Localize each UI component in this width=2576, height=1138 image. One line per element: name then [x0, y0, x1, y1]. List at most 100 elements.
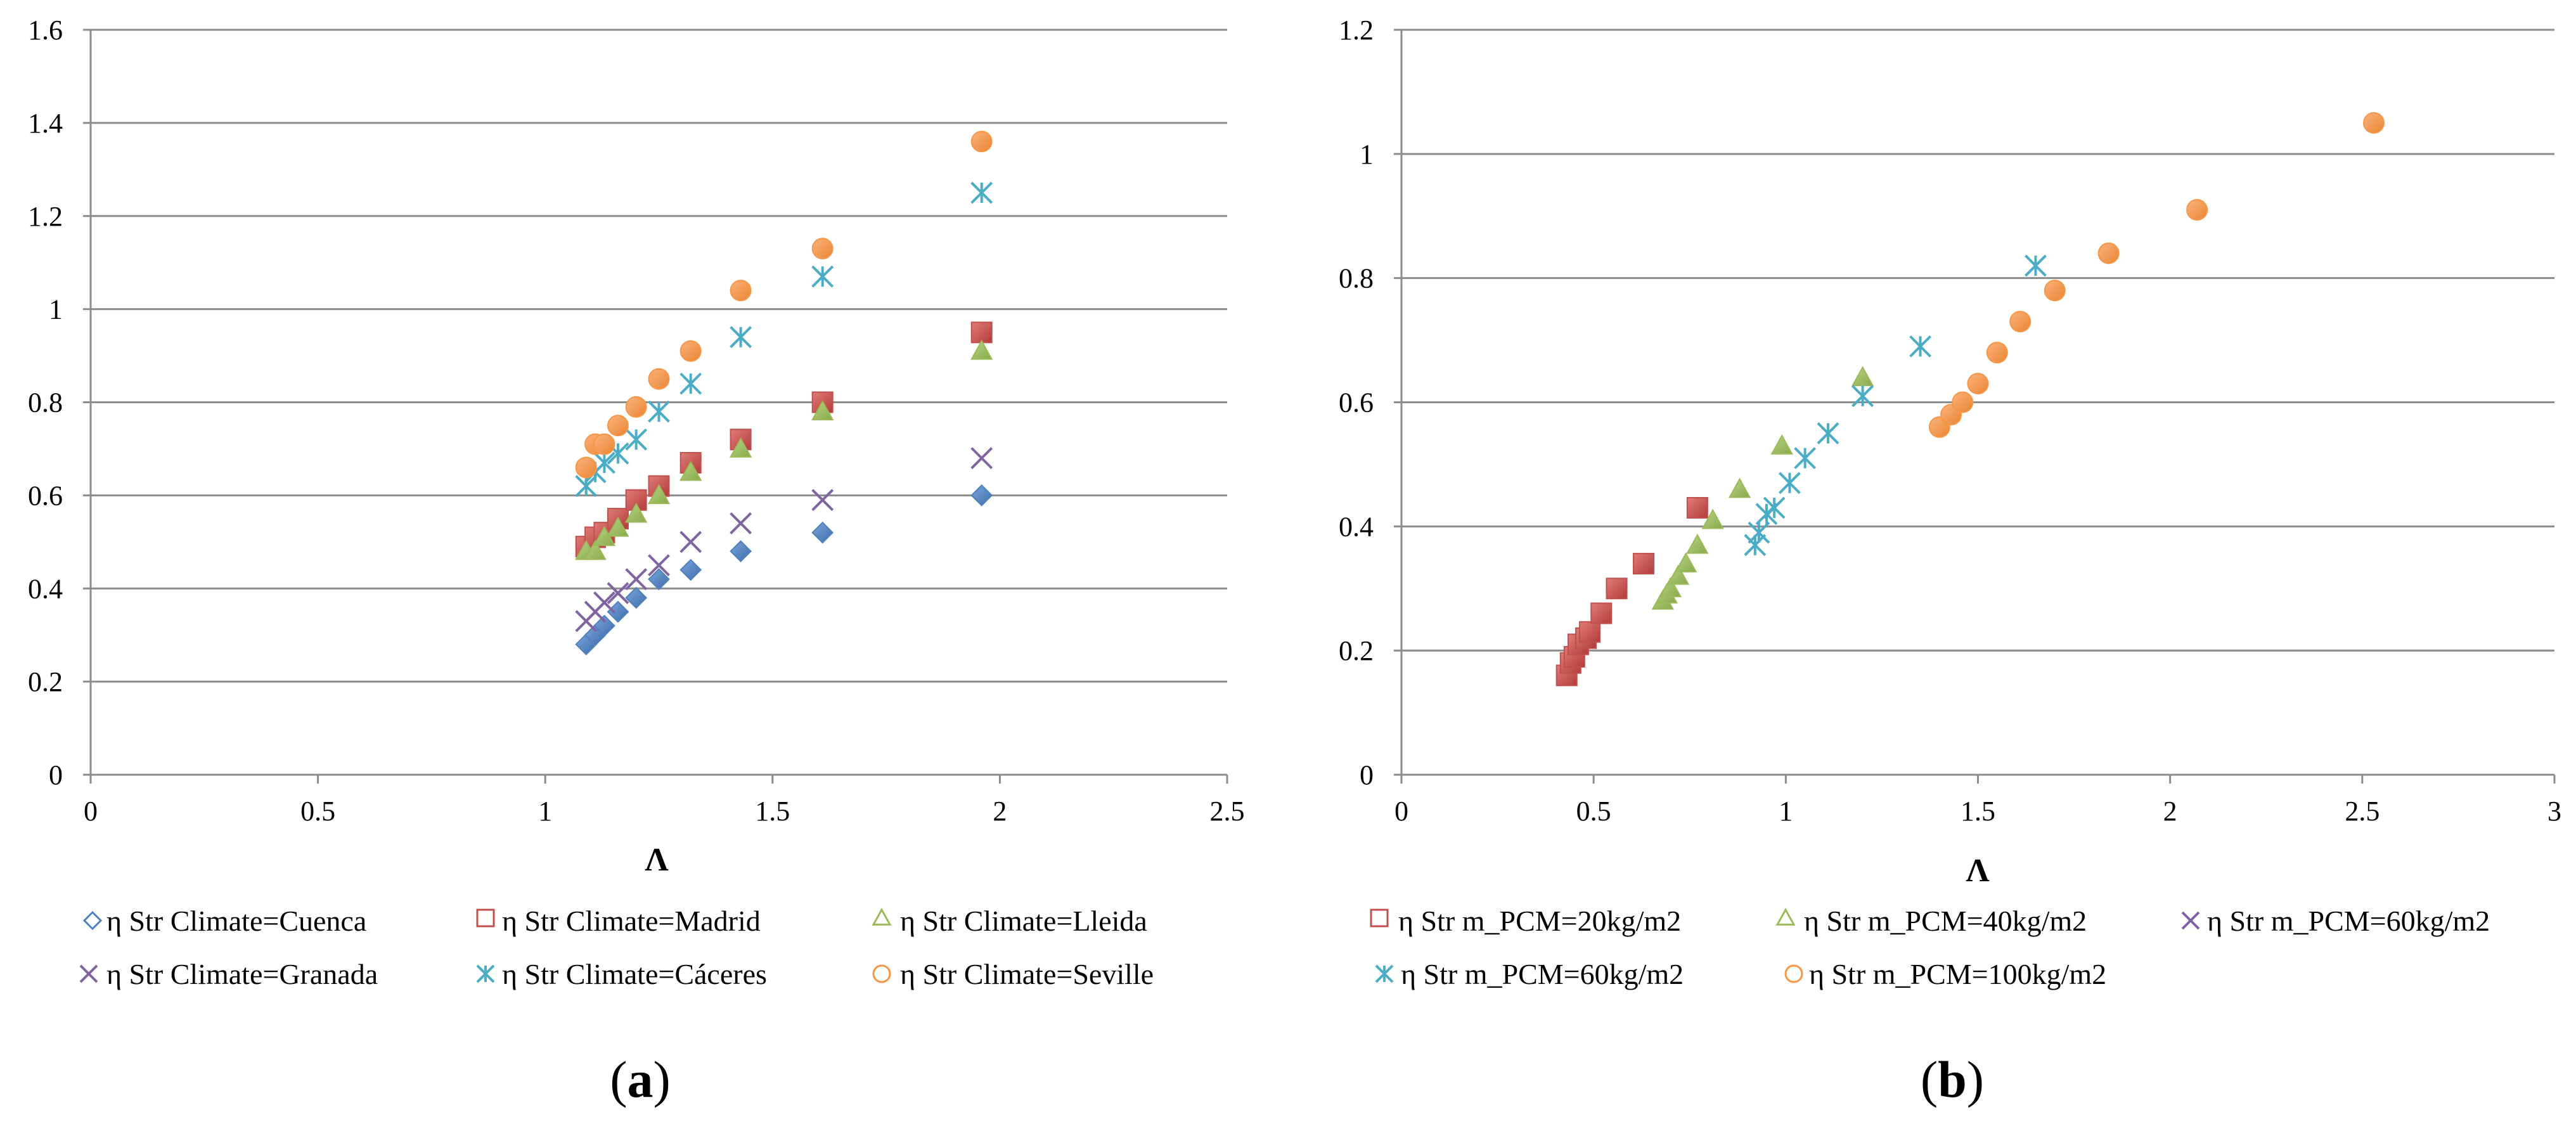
data-point: [647, 484, 671, 505]
data-point: [730, 512, 752, 534]
legend-marker-caceres: [476, 964, 495, 983]
legend-marker-cuenca: [82, 910, 103, 931]
y-tick-label: 0.4: [1339, 511, 1374, 542]
panel-a-x-axis: 0 0.5 1 1.5 2 2.5: [84, 775, 1245, 827]
legend-marker-shape: [872, 907, 892, 926]
panel-a-x-axis-title: Λ: [645, 842, 668, 878]
panel-a-data-points: [575, 131, 993, 656]
data-point: [730, 326, 752, 349]
data-point: [679, 372, 702, 395]
data-point: [811, 265, 834, 288]
legend-item-cuenca: η Str Climate=Cuenca: [82, 905, 366, 937]
x-tick-label: 0.5: [1576, 796, 1611, 827]
data-point: [2363, 112, 2385, 134]
y-tick-label: 0.2: [1339, 635, 1374, 666]
data-point: [1686, 496, 1708, 519]
y-tick-label: 0.8: [28, 387, 63, 418]
data-point: [1686, 533, 1709, 554]
series-lleida: [1651, 366, 1874, 610]
y-tick-label: 0.6: [28, 480, 63, 511]
y-tick-label: 1.2: [28, 201, 63, 232]
legend-marker-shape: [1370, 908, 1389, 928]
legend-marker-shape: [82, 910, 103, 931]
data-point: [1744, 534, 1767, 557]
series-granada: [575, 447, 993, 633]
y-tick-label: 1: [1360, 139, 1374, 170]
panel-b-legend: η Str m_PCM=20kg/m2 η Str m_PCM=40kg/m2 …: [1370, 905, 2490, 990]
legend-marker-lleida: [872, 907, 892, 926]
data-point: [970, 484, 993, 507]
panel-b-gridlines: [1401, 29, 2554, 776]
x-tick-label: 2: [2163, 796, 2177, 827]
data-point: [730, 280, 752, 302]
legend-item-pcm-40: η Str m_PCM=40kg/m2: [1775, 905, 2087, 937]
data-point: [593, 433, 615, 455]
panel-b-label-letter: b: [1938, 1051, 1967, 1108]
x-tick-label: 2.5: [2345, 796, 2380, 827]
legend-label-pcm-60-x: η Str m_PCM=60kg/m2: [2207, 905, 2490, 937]
panel-a-legend: η Str Climate=Cuenca η Str Climate=Madri…: [79, 905, 1154, 990]
legend-marker-shape: [1775, 907, 1796, 926]
x-tick-label: 1.5: [1961, 796, 1995, 827]
data-point: [607, 415, 629, 437]
data-point: [1852, 385, 1874, 408]
panel-b-x-axis-title: Λ: [1966, 853, 1989, 889]
data-point: [1778, 472, 1801, 495]
x-tick-label: 0: [84, 796, 98, 827]
y-tick-label: 1: [49, 294, 63, 325]
data-point: [1851, 366, 1874, 387]
data-point: [625, 586, 648, 609]
panel-b-x-axis: 0 0.5 1 1.5 2 2.5 3: [1394, 775, 2561, 827]
legend-label-cuenca: η Str Climate=Cuenca: [106, 905, 366, 937]
data-point: [1909, 335, 1931, 358]
data-point: [2097, 242, 2120, 264]
legend-label-pcm-100: η Str m_PCM=100kg/m2: [1809, 958, 2106, 990]
chart-panel-a: 0 0.2 0.4 0.6 0.8 1 1.2 1.4 1.6 0 0.5 1 1.5 2 2.5 Λ η…: [28, 15, 1245, 1108]
data-point: [1728, 477, 1751, 498]
legend-item-seville: η Str Climate=Seville: [872, 958, 1154, 990]
legend-item-pcm-60-asterisk: η Str m_PCM=60kg/m2: [1375, 958, 1684, 990]
x-tick-label: 1: [1779, 796, 1793, 827]
legend-label-pcm-40: η Str m_PCM=40kg/m2: [1804, 905, 2087, 937]
legend-label-pcm-20: η Str m_PCM=20kg/m2: [1398, 905, 1681, 937]
data-point: [593, 614, 615, 637]
data-point: [811, 400, 834, 420]
series-seville: [575, 131, 993, 479]
series-lleida: [575, 339, 993, 560]
data-point: [584, 540, 607, 560]
y-tick-label: 0: [49, 760, 63, 791]
data-point: [2025, 254, 2047, 277]
legend-label-granada: η Str Climate=Granada: [106, 958, 378, 990]
panel-a-y-axis: 0 0.2 0.4 0.6 0.8 1 1.2 1.4 1.6: [28, 15, 92, 791]
legend-marker-pcm-20: [1370, 908, 1389, 928]
data-point: [679, 460, 702, 481]
legend-label-caceres: η Str Climate=Cáceres: [502, 958, 767, 990]
legend-marker-seville: [872, 964, 891, 983]
legend-marker-shape: [1784, 964, 1803, 983]
y-tick-label: 0.2: [28, 666, 63, 697]
x-tick-label: 2.5: [1210, 796, 1245, 827]
data-point: [2044, 280, 2066, 302]
legend-item-lleida: η Str Climate=Lleida: [872, 905, 1147, 937]
legend-item-granada: η Str Climate=Granada: [79, 958, 378, 990]
data-point: [730, 540, 752, 562]
data-point: [648, 568, 670, 590]
data-point: [970, 131, 993, 153]
data-point: [1817, 422, 1839, 444]
data-point: [811, 489, 834, 512]
panel-a-label-letter: a: [628, 1051, 654, 1108]
legend-marker-pcm-100: [1784, 964, 1803, 983]
data-point: [1986, 342, 2008, 364]
legend-item-pcm-100: η Str m_PCM=100kg/m2: [1784, 958, 2106, 990]
legend-marker-shape: [1375, 964, 1394, 983]
data-point: [1748, 521, 1770, 544]
data-point: [607, 600, 629, 623]
x-tick-label: 1: [538, 796, 552, 827]
series-seville: [1928, 112, 2385, 438]
x-tick-label: 0.5: [300, 796, 335, 827]
data-point: [1967, 373, 1989, 395]
y-tick-label: 0: [1360, 760, 1374, 791]
data-point: [2186, 198, 2208, 221]
data-point: [1632, 553, 1654, 575]
